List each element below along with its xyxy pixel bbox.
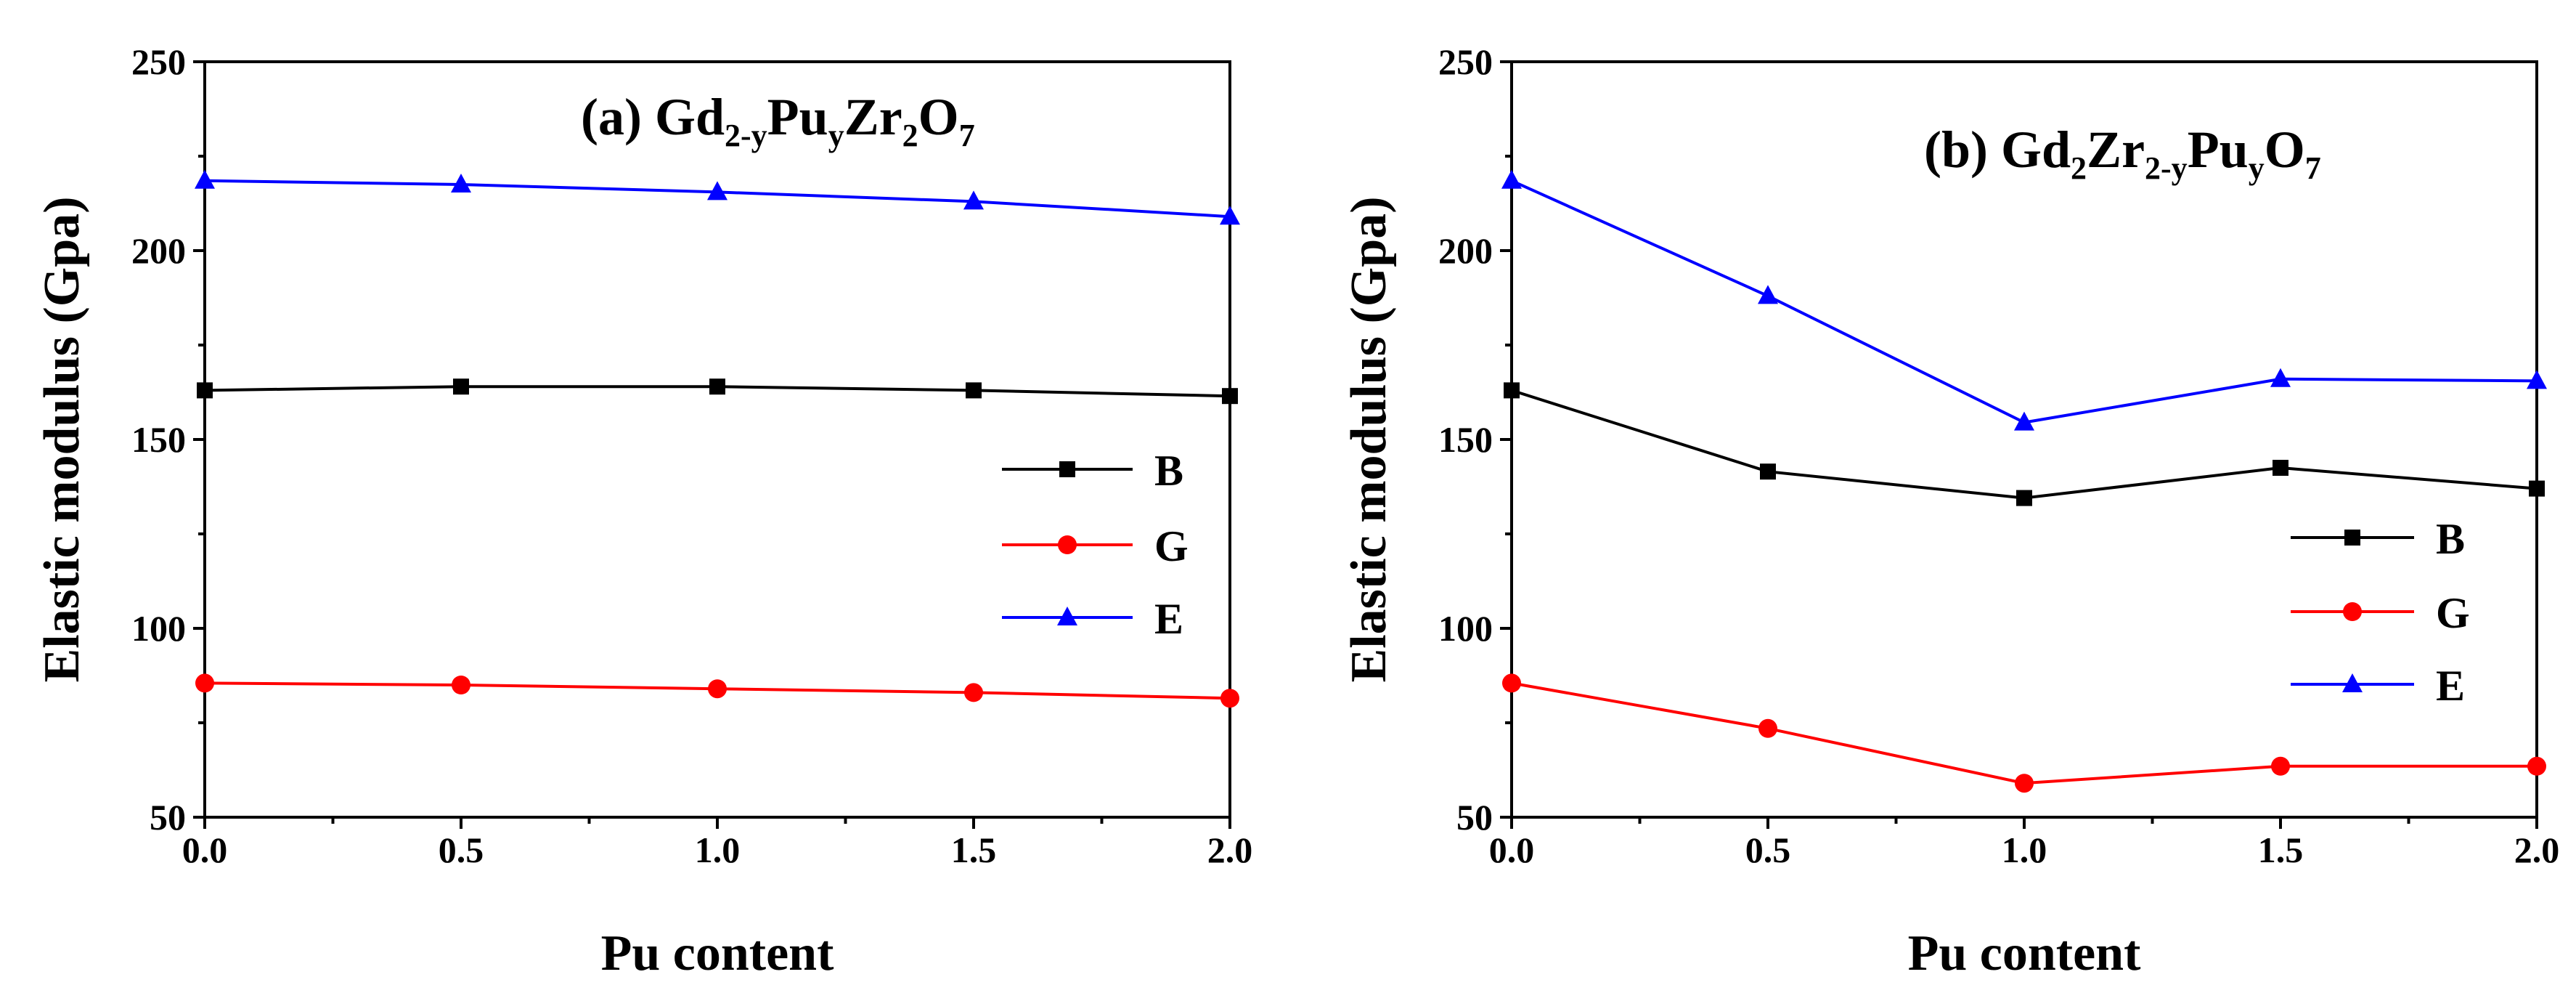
data-point-e (2270, 368, 2291, 387)
x-tick-label: 1.0 (2002, 830, 2047, 870)
data-point-b (2529, 480, 2545, 497)
series-layer (195, 169, 1240, 708)
data-point-g (708, 679, 727, 699)
title-part: Pu (767, 88, 828, 146)
data-point-b (1222, 388, 1238, 405)
data-point-b (2016, 490, 2032, 506)
data-point-b (2273, 460, 2288, 476)
x-tick-label: 0.5 (1745, 830, 1791, 870)
series-layer (1501, 169, 2547, 793)
series-line-e (1511, 179, 2538, 424)
data-point-g (195, 673, 214, 693)
title-subscript: 2 (902, 118, 918, 153)
legend-marker-e (2342, 673, 2363, 692)
data-point-e (451, 174, 471, 192)
x-tick-label: 2.0 (1207, 830, 1253, 870)
panel-title: (a) Gd2-yPuyZr2O7 (581, 88, 975, 153)
title-subscript: y (828, 118, 844, 153)
data-point-e (707, 181, 727, 200)
legend-marker-g (2343, 602, 2362, 621)
legend-marker-b (2344, 530, 2360, 546)
data-point-e (2527, 370, 2547, 389)
title-part: (b) Gd (1924, 121, 2071, 179)
data-point-e (1220, 206, 1240, 225)
y-tick-label: 200 (131, 230, 186, 271)
title-part: (a) Gd (581, 88, 725, 146)
y-tick-label: 150 (131, 419, 186, 460)
legend-marker-g (1058, 535, 1077, 554)
legend-label-g: G (1154, 522, 1189, 570)
x-tick-label: 0.0 (1489, 830, 1535, 870)
x-tick-label: 1.5 (951, 830, 997, 870)
data-point-g (1758, 718, 1777, 738)
x-axis-title: Pu content (1908, 925, 2141, 981)
title-subscript: 7 (959, 118, 975, 153)
data-point-g (2271, 756, 2290, 776)
data-point-g (452, 676, 470, 694)
legend-label-b: B (2436, 515, 2465, 563)
data-point-b (1760, 463, 1776, 480)
legend-label-e: E (2436, 662, 2465, 710)
y-tick-label: 100 (1438, 608, 1493, 649)
data-point-e (1501, 169, 1522, 189)
axis-ticks: 0.0 0.5 1.0 1.5 2.0 50 100 150 200 250 (1438, 41, 2559, 870)
x-tick-label: 1.0 (695, 830, 741, 870)
data-point-g (1220, 689, 1239, 708)
title-subscript: 7 (2305, 150, 2321, 186)
series-line-b (1511, 389, 2538, 500)
legend-label-b: B (1154, 447, 1183, 495)
legend-marker-e (1057, 607, 1077, 625)
x-tick-label: 2.0 (2514, 830, 2560, 870)
data-point-b (1504, 382, 1520, 399)
series-line-g (1511, 681, 2537, 785)
data-point-e (2014, 411, 2034, 431)
axis-ticks: 0.0 0.5 1.0 1.5 2.0 50 100 150 200 250 (131, 41, 1252, 870)
title-subscript: 2-y (2145, 150, 2188, 186)
data-point-b (197, 382, 213, 399)
title-subscript: y (2249, 150, 2265, 186)
data-point-g (2527, 756, 2546, 776)
plot-frame (203, 60, 1231, 819)
title-subscript: 2 (2071, 150, 2087, 186)
legend-label-e: E (1154, 595, 1183, 643)
y-tick-label: 250 (131, 41, 186, 82)
title-part: Zr (844, 88, 902, 146)
legend-label-g: G (2436, 589, 2470, 637)
y-tick-label: 50 (150, 797, 186, 838)
data-point-e (963, 190, 984, 210)
legend-marker-b (1059, 461, 1075, 477)
y-axis-title: Elastic modulus (Gpa) (1341, 197, 1397, 683)
title-part: O (918, 88, 959, 146)
y-axis-title: Elastic modulus (Gpa) (34, 197, 90, 683)
title-part: Pu (2188, 121, 2249, 179)
data-point-b (709, 378, 725, 395)
legend: B G E (1002, 447, 1189, 643)
y-tick-label: 150 (1438, 419, 1493, 460)
x-tick-label: 0.5 (439, 830, 484, 870)
panel-title: (b) Gd2Zr2-yPuyO7 (1924, 121, 2321, 186)
data-point-g (964, 683, 983, 702)
data-point-b (453, 378, 469, 395)
legend: B G E (2291, 515, 2470, 710)
x-tick-label: 1.5 (2258, 830, 2304, 870)
x-tick-label: 0.0 (182, 830, 228, 870)
x-axis-title: Pu content (601, 925, 834, 981)
chart-panel-b: 0.0 0.5 1.0 1.5 2.0 50 100 150 200 250 (b) Gd2Zr2… (1341, 41, 2559, 981)
y-tick-label: 250 (1438, 41, 1493, 82)
title-part: Zr (2087, 121, 2145, 179)
data-point-g (1502, 673, 1521, 693)
title-part: O (2265, 121, 2305, 179)
y-tick-label: 100 (131, 608, 186, 649)
data-point-b (966, 382, 982, 399)
y-tick-label: 200 (1438, 230, 1493, 271)
data-point-e (1758, 285, 1778, 304)
data-point-g (2015, 774, 2034, 793)
title-subscript: 2-y (725, 118, 767, 153)
data-point-e (195, 169, 215, 189)
y-tick-label: 50 (1456, 797, 1493, 838)
